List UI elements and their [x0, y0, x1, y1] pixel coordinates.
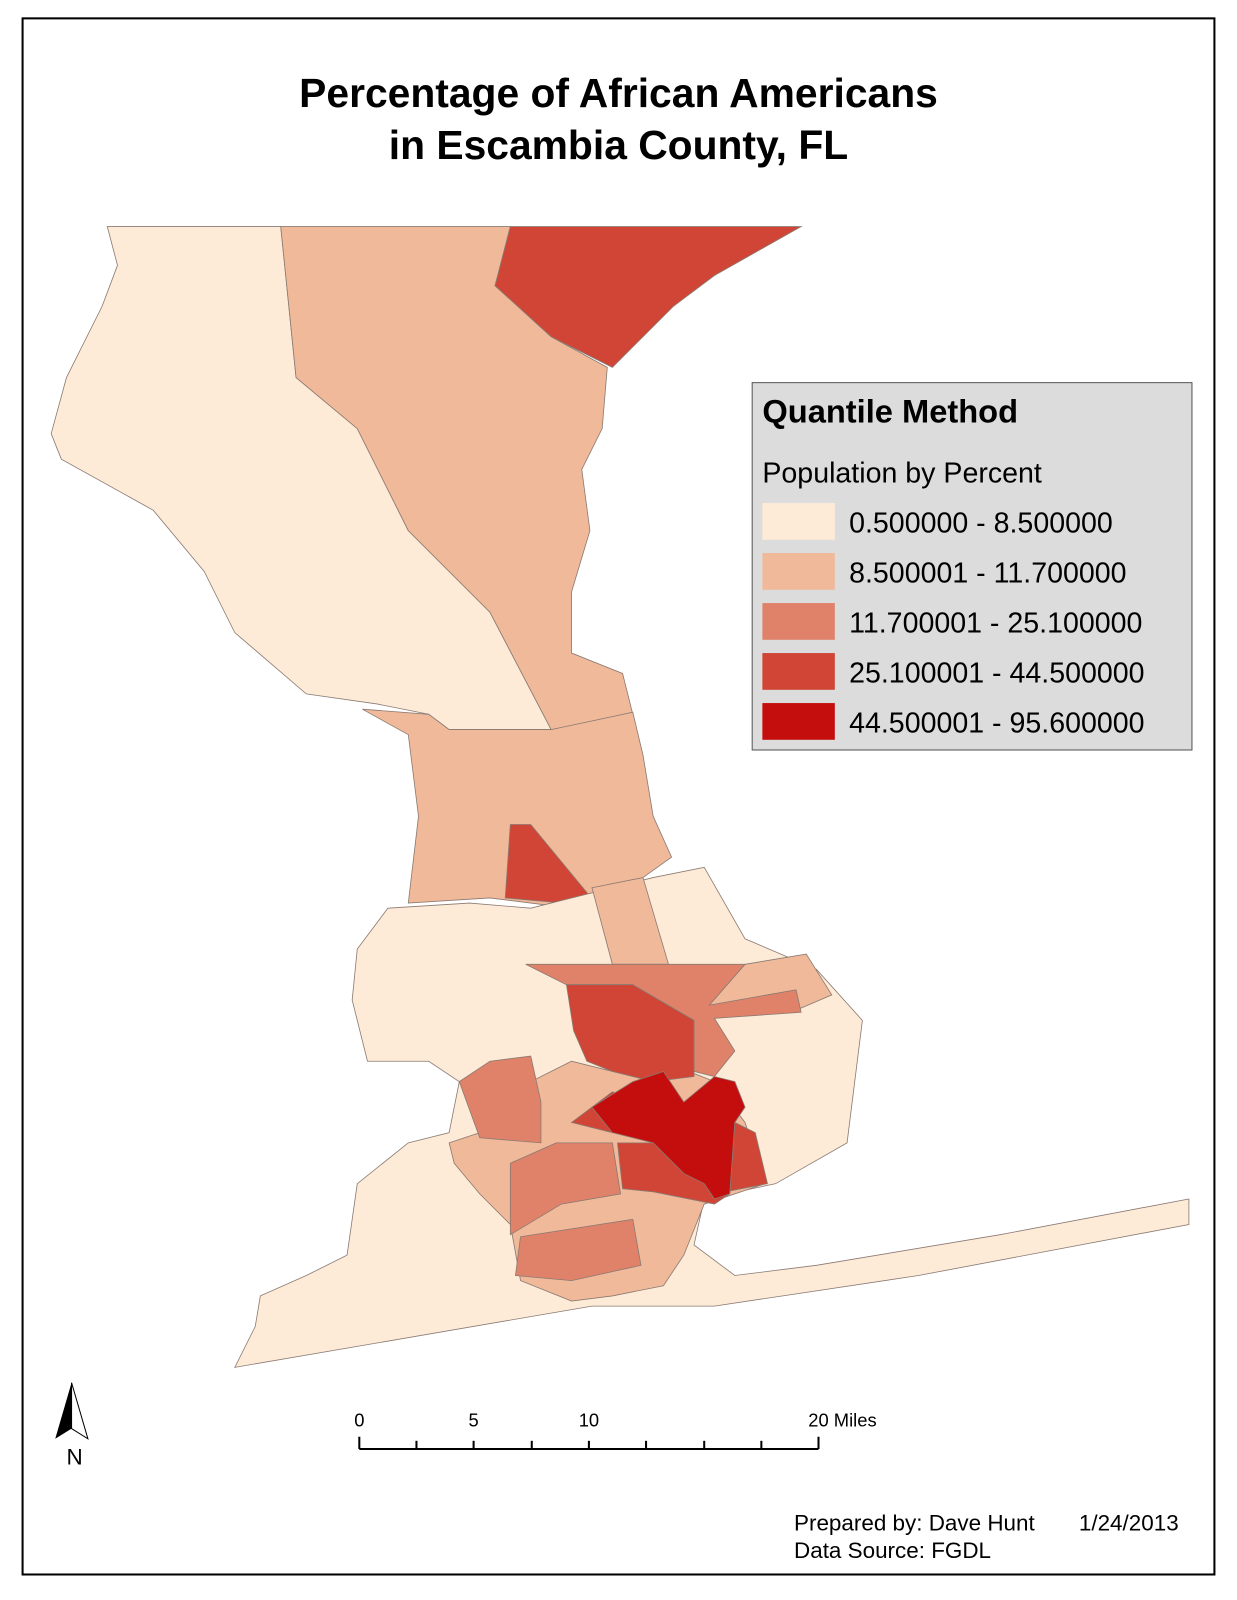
legend-items: 0.500000 - 8.500000 8.500001 - 11.700000 1…	[762, 503, 1145, 740]
credit-source: Data Source: FGDL	[794, 1538, 991, 1563]
tract	[591, 1070, 746, 1200]
legend-subtitle: Population by Percent	[762, 458, 1042, 490]
title-line: Percentage of African Americans	[299, 70, 938, 116]
legend-swatch	[762, 603, 835, 640]
legend-label: 25.100001 - 44.500000	[849, 658, 1144, 690]
tract	[509, 1142, 622, 1236]
legend-swatch	[762, 653, 835, 690]
north-label: N	[67, 1444, 83, 1469]
legend-label: 44.500001 - 95.600000	[849, 708, 1144, 740]
scale-bar	[358, 1436, 820, 1450]
arrow-half	[55, 1382, 72, 1439]
county-map	[50, 226, 1190, 1368]
legend-title: Quantile Method	[762, 392, 1018, 429]
scale-label: 20 Miles	[808, 1410, 876, 1431]
legend-label: 0.500000 - 8.500000	[849, 508, 1113, 540]
arrow-half	[71, 1382, 89, 1440]
scale-label: 0	[354, 1410, 364, 1431]
tract	[458, 1055, 542, 1144]
tract	[494, 226, 803, 368]
north-arrow: N	[55, 1382, 89, 1469]
title-line: in Escambia County, FL	[389, 122, 848, 168]
scale-label: 5	[468, 1410, 478, 1431]
legend-swatch	[762, 703, 835, 740]
credit-author: Prepared by: Dave Hunt	[794, 1511, 1035, 1536]
tract	[514, 1218, 642, 1282]
legend-swatch	[762, 553, 835, 590]
legend-swatch	[762, 503, 835, 540]
tract	[362, 708, 673, 909]
legend: Quantile Method Population by Percent 0.…	[751, 382, 1193, 751]
credit-date: 1/24/2013	[1079, 1511, 1179, 1536]
legend-label: 11.700001 - 25.100000	[849, 608, 1142, 640]
scale-label: 10	[579, 1410, 599, 1431]
legend-label: 8.500001 - 11.700000	[849, 558, 1126, 590]
